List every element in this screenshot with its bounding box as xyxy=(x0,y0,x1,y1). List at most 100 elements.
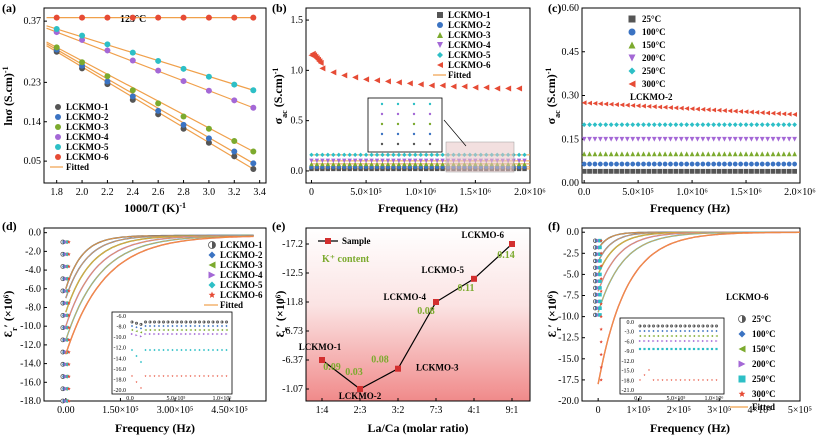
panel-d-inset-point-4 xyxy=(171,332,174,336)
panel-d-inset-point-1-half xyxy=(199,320,201,324)
panel-c-point-1 xyxy=(786,168,792,174)
panel-c-xtick-label: 1.0×10⁶ xyxy=(676,187,708,198)
panel-b-point-4 xyxy=(336,158,341,164)
panel-c-point-5 xyxy=(711,122,717,128)
panel-c-point-6 xyxy=(641,103,646,109)
panel-a-xtick-label: 1.8 xyxy=(50,187,63,198)
panel-c-point-6 xyxy=(743,109,749,115)
panel-a-point-3 xyxy=(205,125,212,132)
panel-d-inset-point-4 xyxy=(130,332,134,336)
panel-d-inset-point-5 xyxy=(144,348,147,352)
panel-b-inset-point xyxy=(428,112,432,116)
panel-c-point-4 xyxy=(749,136,754,142)
panel-d-ytick-label: -6.0 xyxy=(25,284,41,295)
panel-d-point-6 xyxy=(66,301,71,305)
panel-c-point-3 xyxy=(641,151,646,157)
panel-d-inset-point-4 xyxy=(135,334,138,337)
panel-e-ytick-label: -17.2 xyxy=(282,239,303,250)
panel-f-legend-label-4: 200°C xyxy=(752,359,776,369)
panel-d-legend-marker-1 xyxy=(208,241,216,249)
panel-c-point-4 xyxy=(624,136,630,142)
panel-e-k-value-1: 0.09 xyxy=(323,362,341,373)
panel-c-point-3 xyxy=(722,151,727,157)
panel-c-point-6 xyxy=(722,108,727,113)
panel-c-point-2 xyxy=(587,161,592,167)
panel-b-inset-point xyxy=(380,112,384,116)
panel-d-inset-point-4 xyxy=(180,332,183,336)
panel-d-inset-point-6 xyxy=(144,374,147,377)
panel-f-inset-point-6 xyxy=(674,378,678,381)
panel-f-inset-point-1 xyxy=(683,324,687,328)
panel-c-point-6 xyxy=(635,103,641,109)
panel-c-point-5 xyxy=(722,122,727,128)
panel-d-inset-point-6 xyxy=(180,374,183,377)
panel-f-inset-point-5 xyxy=(661,347,664,351)
panel-f-inset-point-5 xyxy=(715,347,718,351)
panel-b-point-4 xyxy=(325,158,331,164)
panel-c-point-2 xyxy=(770,161,776,167)
panel-c-point-1 xyxy=(587,168,592,174)
panel-f-inset-point-4 xyxy=(674,339,678,343)
panel-c-point-1 xyxy=(738,168,744,174)
panel-f-inset-point-5 xyxy=(701,347,705,351)
panel-e-point-label-2: LCKMO-2 xyxy=(339,391,382,401)
panel-c-point-6 xyxy=(711,107,717,113)
panel-a-legend-marker-6 xyxy=(55,154,61,160)
panel-d-legend-marker-6 xyxy=(208,291,216,298)
panel-f-point-5 xyxy=(598,306,602,310)
panel-b-point-5 xyxy=(325,152,331,158)
panel-f-inset-point-1-half xyxy=(689,324,691,328)
panel-c-point-6 xyxy=(732,108,738,114)
panel-b-point-3 xyxy=(413,161,418,167)
panel-c-point-4 xyxy=(614,136,619,142)
panel-c-point-4 xyxy=(587,136,592,142)
panel-b-point-4 xyxy=(402,158,407,164)
panel-b-point-5 xyxy=(331,152,336,158)
panel-f-point-5 xyxy=(598,259,602,263)
panel-d-inset-point-3 xyxy=(225,328,228,332)
panel-c-point-1 xyxy=(727,168,733,174)
panel-f-inset-point-1-half xyxy=(649,324,651,328)
panel-f-inset-point-5 xyxy=(652,347,655,351)
panel-c-point-3 xyxy=(662,151,668,157)
panel-c-point-1 xyxy=(678,168,684,174)
panel-e-point-1 xyxy=(319,357,325,363)
panel-d-xtick-label: 1.50×10⁵ xyxy=(102,405,139,416)
panel-d-inset-point-1-half xyxy=(145,320,147,324)
panel-b-point-6 xyxy=(428,82,435,89)
panel-b-xtick-label: 2.0×10⁶ xyxy=(514,187,546,198)
panel-f-ytick-label: -2.5 xyxy=(563,248,579,259)
panel-c-point-4 xyxy=(770,136,776,142)
panel-e-frame xyxy=(305,227,531,402)
panel-c-point-5 xyxy=(727,122,733,128)
panel-d: 0.00 1.50×10⁵ 3.00×10⁵ 4.50×10⁵ -18.0 -16.0 -1… xyxy=(1,227,267,435)
panel-c-ytick-label: 0.15 xyxy=(562,134,580,145)
panel-b-point-6 xyxy=(450,83,457,90)
panel-c-point-5 xyxy=(592,122,598,128)
panel-c-point-2 xyxy=(635,161,641,167)
panel-d-inset-point-2 xyxy=(139,327,143,330)
panel-a-xtick-label: 3.2 xyxy=(228,187,241,198)
panel-c-point-4 xyxy=(716,136,722,142)
panel-a-point-4 xyxy=(79,36,86,43)
panel-e-k-content-label: K⁺ content xyxy=(322,254,370,265)
panel-c-point-1 xyxy=(684,168,690,174)
panel-f-inset-ytick: -18.0 xyxy=(622,378,635,384)
panel-f-point-6 xyxy=(599,314,603,319)
panel-c-point-2 xyxy=(716,161,722,167)
panel-a-point-5 xyxy=(155,57,162,64)
panel-d-inset-point-2 xyxy=(202,324,206,328)
panel-d-inset-point-2 xyxy=(153,324,156,328)
panel-f-inset-point-3 xyxy=(706,334,709,338)
panel-f-inset-point-5 xyxy=(688,347,691,351)
panel-f-inset-point-6 xyxy=(679,378,682,381)
panel-e-point-3 xyxy=(395,365,401,372)
panel-b-legend-label-1: LCKMO-1 xyxy=(448,10,491,20)
panel-b-point-6 xyxy=(319,65,326,72)
panel-f-inset-ytick: -3.0 xyxy=(625,330,635,336)
panel-c-point-1 xyxy=(651,168,657,174)
panel-c-point-1 xyxy=(792,168,798,174)
panel-a-point-5 xyxy=(129,49,136,56)
panel-f-ytick-label: -20.0 xyxy=(558,396,579,407)
panel-e-ytick-label: -11.8 xyxy=(283,297,303,308)
